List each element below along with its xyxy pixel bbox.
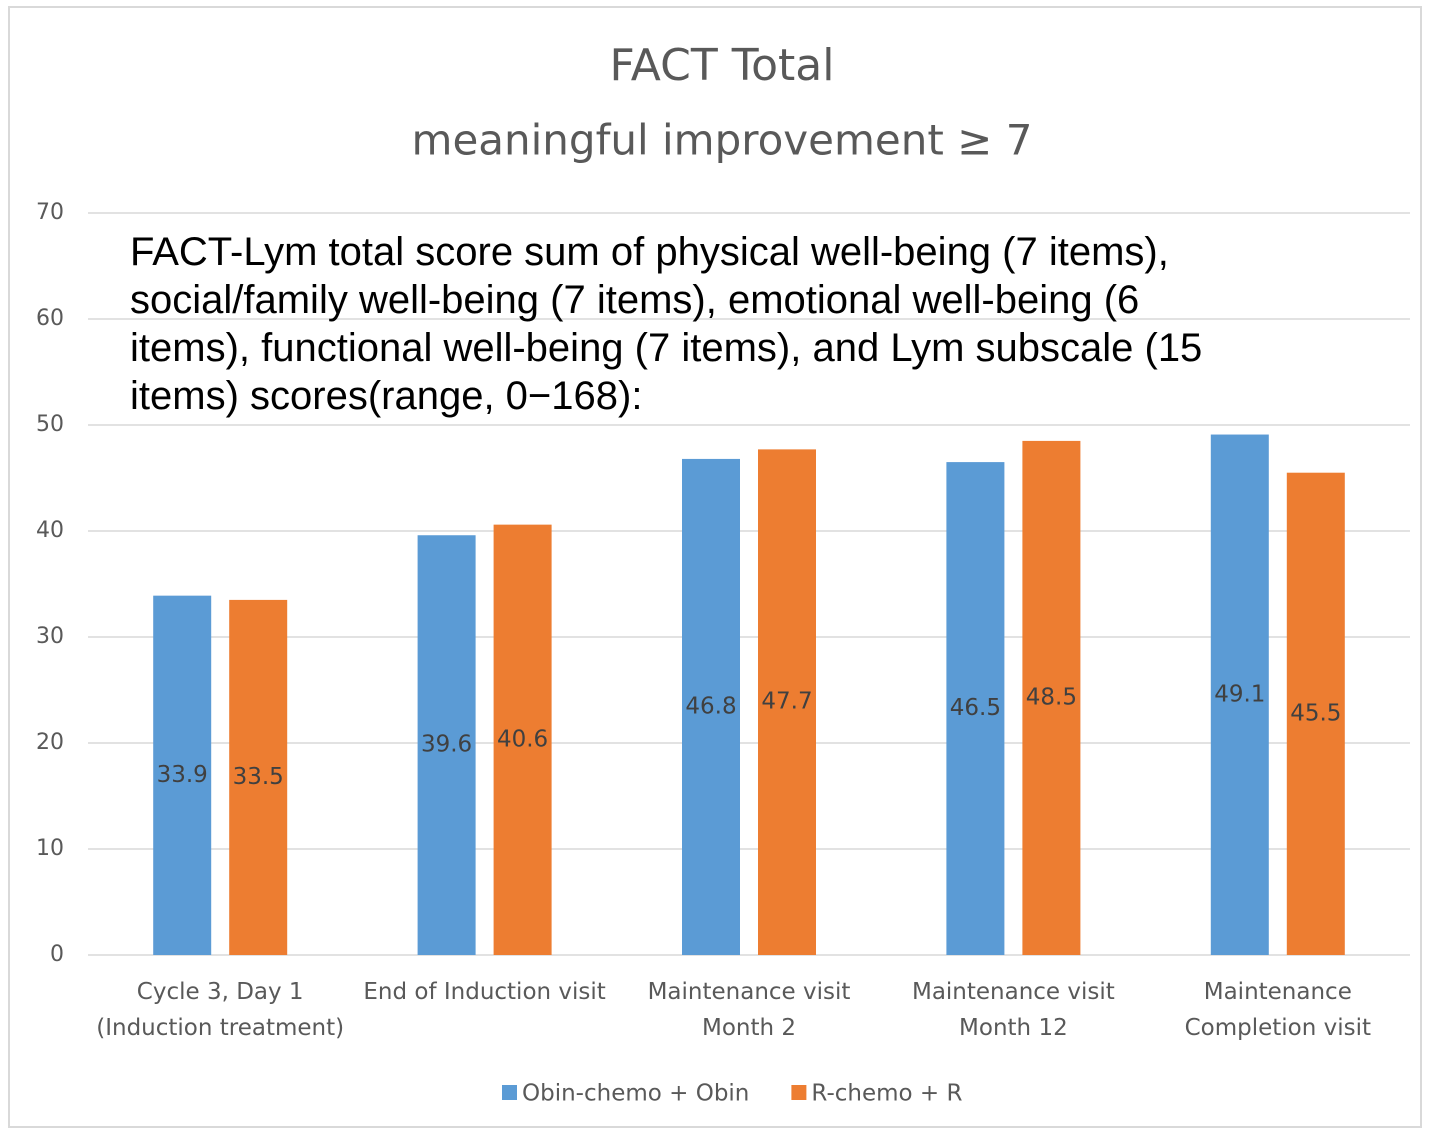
- data-label: 33.5: [233, 764, 284, 790]
- y-tick-label: 30: [36, 624, 64, 649]
- bar: [758, 449, 816, 955]
- y-tick-label: 50: [36, 412, 64, 437]
- data-label: 48.5: [1026, 684, 1077, 710]
- y-tick-label: 40: [36, 518, 64, 543]
- bar: [946, 462, 1005, 955]
- data-label: 39.6: [421, 732, 472, 758]
- chart-title: FACT Total: [610, 40, 835, 91]
- bar: [493, 524, 552, 955]
- data-label: 49.1: [1214, 681, 1265, 707]
- bar: [229, 599, 288, 955]
- y-tick-label: 60: [36, 306, 64, 331]
- y-tick-label: 0: [50, 942, 64, 967]
- legend-label: Obin-chemo + Obin: [522, 1081, 749, 1107]
- data-label: 33.9: [157, 762, 208, 788]
- data-label: 45.5: [1290, 700, 1341, 726]
- x-tick-label: Maintenance Completion visit: [1184, 979, 1372, 1041]
- x-tick-label: Cycle 3, Day 1 (Induction treatment): [96, 979, 345, 1041]
- bar: [153, 595, 212, 955]
- bar: [1286, 472, 1345, 955]
- data-label: 46.5: [950, 695, 1001, 721]
- y-tick-label: 20: [36, 730, 64, 755]
- x-tick-label: Maintenance visit Month 12: [911, 979, 1115, 1041]
- x-tick-label: Maintenance visit Month 2: [647, 979, 851, 1041]
- bar: [1022, 440, 1081, 955]
- bar: [682, 458, 740, 955]
- data-label: 47.7: [761, 689, 812, 715]
- data-label: 46.8: [685, 693, 736, 719]
- legend-swatch: [502, 1085, 517, 1100]
- x-tick-label: End of Induction visit: [363, 979, 606, 1005]
- bar: [417, 535, 476, 955]
- y-tick-label: 70: [36, 200, 64, 225]
- bar: [1210, 434, 1269, 955]
- chart-subtitle: meaningful improvement ≥ 7: [412, 116, 1033, 165]
- legend-label: R-chemo + R: [811, 1081, 962, 1107]
- legend-swatch: [791, 1085, 807, 1100]
- data-label: 40.6: [497, 726, 548, 752]
- y-tick-label: 10: [36, 836, 64, 861]
- annotation: FACT-Lym total score sum of physical wel…: [130, 230, 1203, 418]
- chart-frame: [8, 6, 1422, 1128]
